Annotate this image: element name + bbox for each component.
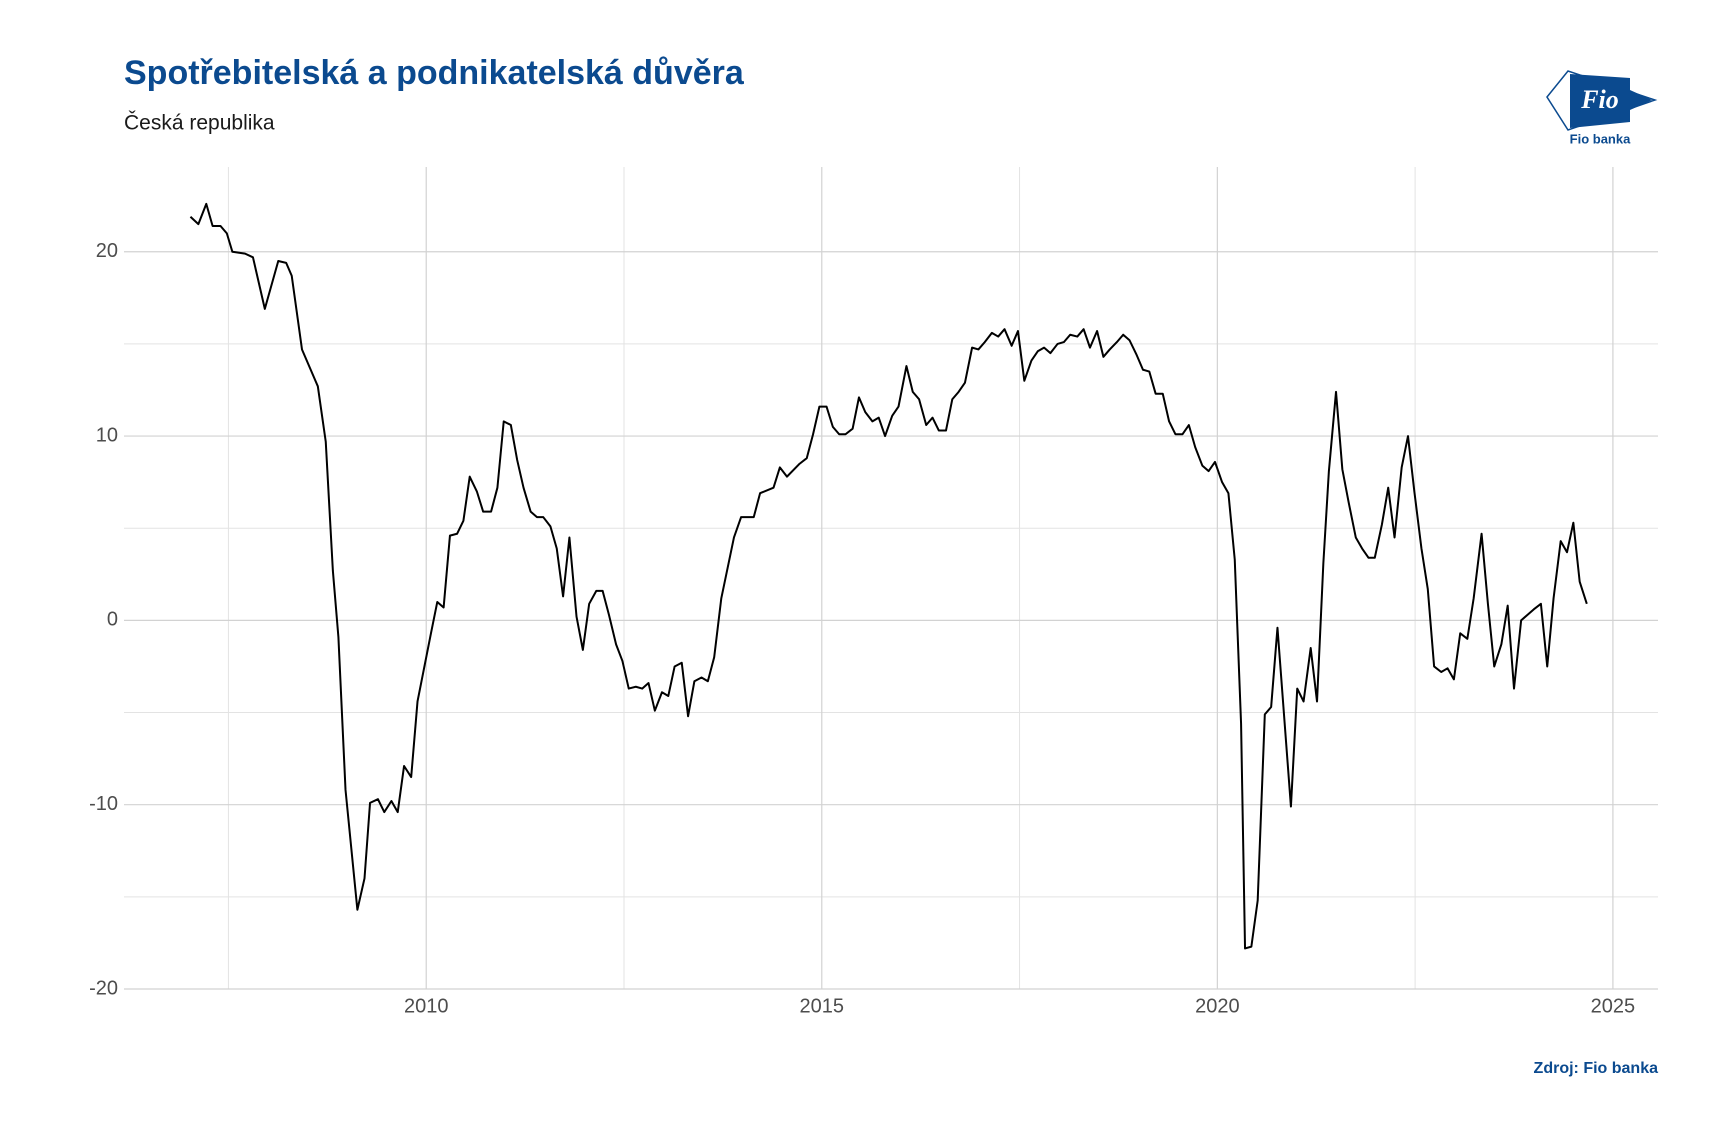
x-tick-label: 2015: [800, 995, 845, 1017]
plot: [189, 202, 1588, 950]
y-tick-label: 0: [107, 609, 118, 631]
y-tick-label: -10: [89, 793, 118, 815]
y-tick-label: 20: [96, 240, 118, 262]
logo-flag: [1570, 74, 1630, 128]
y-tick-label: -20: [89, 977, 118, 999]
x-tick-label: 2010: [404, 995, 449, 1017]
data-line: [189, 202, 1588, 950]
chart-subtitle: Česká republika: [124, 112, 275, 135]
logo-mark: Fio: [1580, 85, 1619, 114]
grid: [124, 167, 1658, 990]
source: Zdroj: Fio banka: [1534, 1060, 1659, 1077]
logo-tip: [1630, 90, 1652, 110]
x-tick-label: 2025: [1591, 995, 1636, 1017]
logo: Fio Fio banka: [1546, 70, 1658, 146]
logo-name: Fio banka: [1570, 131, 1631, 146]
chart-title: Spotřebitelská a podnikatelská důvěra: [124, 54, 745, 92]
x-tick-label: 2020: [1195, 995, 1240, 1017]
y-tick-label: 10: [96, 424, 118, 446]
